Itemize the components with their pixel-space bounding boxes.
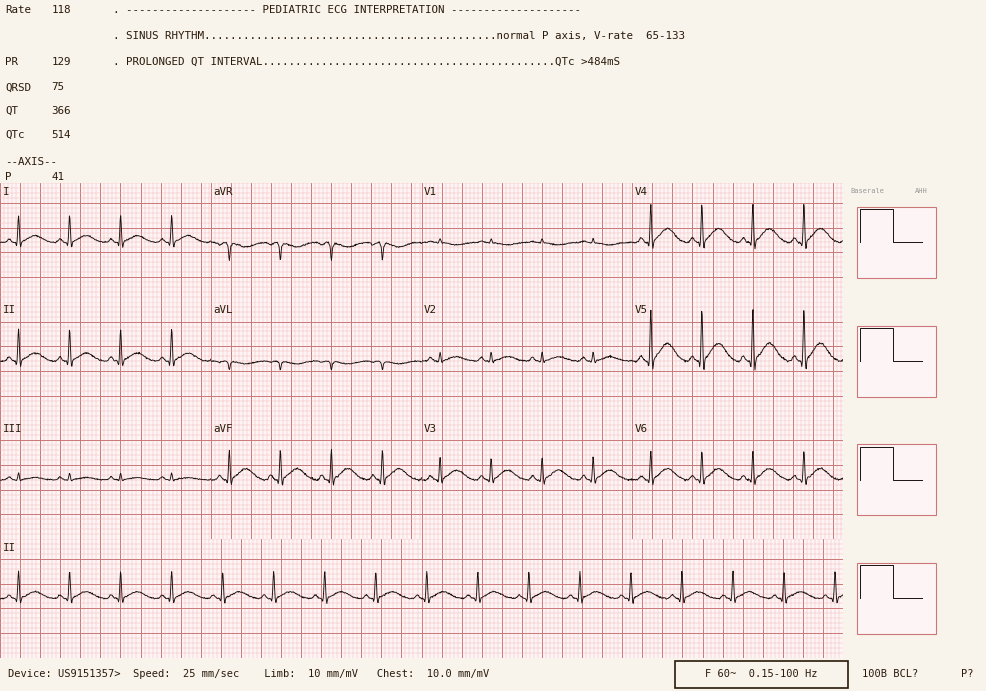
Text: -75: -75 — [51, 202, 71, 211]
Text: QRS: QRS — [5, 187, 25, 197]
Text: 366: 366 — [51, 106, 71, 116]
Text: aVR: aVR — [213, 187, 233, 197]
Text: PR: PR — [5, 57, 18, 67]
Text: QTc: QTc — [5, 130, 25, 140]
Text: . SINUS RHYTHM.............................................normal P axis, V-rate: . SINUS RHYTHM..........................… — [113, 31, 685, 41]
Text: III: III — [3, 424, 22, 434]
Text: --AXIS--: --AXIS-- — [5, 158, 57, 167]
Text: V6: V6 — [635, 424, 648, 434]
Bar — [857, 325, 936, 397]
Text: 12 Lead; Standard Placement: 12 Lead; Standard Placement — [5, 218, 180, 228]
Text: Device: US9151357>  Speed:  25 mm/sec    Limb:  10 mm/mV   Chest:  10.0 mm/mV: Device: US9151357> Speed: 25 mm/sec Limb… — [8, 670, 489, 679]
Text: V5: V5 — [635, 305, 648, 315]
Text: 41: 41 — [51, 172, 64, 182]
Text: . PROLONGED QT INTERVAL.............................................QTc >484mS: . PROLONGED QT INTERVAL.................… — [113, 57, 620, 67]
Bar — [857, 444, 936, 515]
Text: . -------------------- PEDIATRIC ECG INTERPRETATION --------------------: . -------------------- PEDIATRIC ECG INT… — [113, 6, 582, 15]
Text: V2: V2 — [424, 305, 437, 315]
Text: aVF: aVF — [213, 424, 233, 434]
Text: Unconfirmed Diagnosis: Unconfirmed Diagnosis — [542, 218, 678, 228]
Bar — [857, 207, 936, 278]
Text: Rate: Rate — [5, 6, 31, 15]
Text: AHH: AHH — [915, 188, 927, 194]
Bar — [675, 661, 848, 688]
Text: QT: QT — [5, 106, 18, 116]
Text: P?: P? — [961, 670, 974, 679]
Text: aVL: aVL — [213, 305, 233, 315]
Text: I: I — [3, 187, 9, 197]
Text: - ABNORMAL ECG -: - ABNORMAL ECG - — [345, 187, 449, 197]
Text: 129: 129 — [51, 57, 71, 67]
Text: II: II — [3, 542, 16, 553]
Text: V1: V1 — [424, 187, 437, 197]
Text: V3: V3 — [424, 424, 437, 434]
Text: V4: V4 — [635, 187, 648, 197]
Text: Baserale: Baserale — [850, 188, 884, 194]
Bar — [857, 563, 936, 634]
Text: F 60~  0.15-100 Hz: F 60~ 0.15-100 Hz — [705, 670, 818, 679]
Text: 75: 75 — [51, 82, 64, 93]
Text: QRSD: QRSD — [5, 82, 31, 93]
Text: T: T — [5, 202, 12, 211]
Text: P: P — [5, 172, 12, 182]
Text: 78: 78 — [51, 187, 64, 197]
Text: II: II — [3, 305, 16, 315]
Text: 100B BCL?: 100B BCL? — [862, 670, 918, 679]
Text: 118: 118 — [51, 6, 71, 15]
Text: 514: 514 — [51, 130, 71, 140]
